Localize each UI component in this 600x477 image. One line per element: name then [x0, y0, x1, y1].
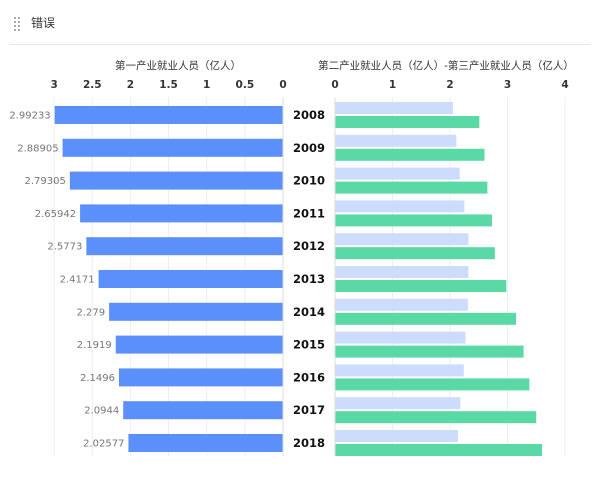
left-bar: [115, 335, 284, 354]
left-bar: [54, 106, 283, 124]
left-tick-label: 1.5: [159, 79, 178, 91]
year-label: 2018: [293, 436, 325, 450]
right-bar-series-2: [335, 247, 495, 260]
right-bar-series-1: [335, 331, 466, 344]
left-data-label: 2.65942: [35, 209, 76, 220]
right-bar-series-1: [335, 233, 469, 246]
left-data-label: 2.0944: [84, 406, 119, 417]
right-bar-series-1: [335, 200, 465, 213]
left-data-label: 2.4171: [60, 275, 95, 286]
year-label: 2011: [293, 206, 325, 220]
left-bar: [69, 171, 283, 190]
left-tick-label: 2.5: [83, 79, 102, 91]
right-bar-series-2: [335, 345, 524, 358]
drag-handle-icon[interactable]: [14, 17, 22, 31]
right-bar-series-2: [335, 181, 488, 194]
year-label: 2010: [293, 174, 325, 188]
right-bar-series-1: [335, 298, 468, 311]
left-data-label: 2.1496: [80, 373, 115, 384]
panel-header: 错误: [0, 0, 600, 44]
right-bar-series-1: [335, 397, 461, 410]
year-label: 2015: [293, 338, 325, 352]
left-data-label: 2.1919: [77, 340, 112, 351]
right-tick-label: 2: [446, 79, 453, 91]
right-bar-series-2: [335, 378, 530, 391]
year-label: 2016: [293, 370, 325, 384]
left-data-label: 2.02577: [83, 439, 124, 450]
right-bar-series-1: [335, 102, 453, 114]
right-axis-title: 第二产业就业人员（亿人）-第三产业就业人员（亿人）: [318, 59, 574, 72]
year-label: 2008: [293, 108, 325, 122]
left-bar: [98, 270, 283, 288]
left-data-label: 2.88905: [17, 143, 58, 154]
right-bar-series-1: [335, 167, 460, 180]
left-tick-label: 0: [279, 79, 286, 91]
right-tick-label: 3: [504, 79, 511, 91]
year-label: 2013: [293, 272, 325, 286]
left-axis-title: 第一产业就业人员（亿人）: [115, 59, 241, 72]
left-bar: [86, 237, 283, 256]
left-bar: [62, 138, 283, 157]
left-bar: [123, 401, 283, 420]
year-label: 2017: [293, 403, 325, 417]
left-data-label: 2.279: [76, 307, 105, 318]
left-tick-label: 3: [50, 79, 57, 91]
header-divider: [10, 44, 590, 45]
left-bar: [80, 204, 284, 223]
right-bar-series-2: [335, 116, 480, 128]
right-bar-series-1: [335, 134, 457, 147]
left-bar: [109, 302, 283, 321]
left-bar: [128, 434, 283, 452]
left-data-label: 2.99233: [9, 111, 50, 122]
right-tick-label: 4: [561, 79, 568, 91]
left-data-label: 2.79305: [25, 176, 66, 187]
right-bar-series-2: [335, 312, 517, 325]
right-bar-series-2: [335, 148, 485, 161]
left-bar: [118, 368, 283, 387]
right-bar-series-2: [335, 280, 507, 292]
left-tick-label: 0.5: [236, 79, 255, 91]
year-label: 2012: [293, 239, 325, 253]
right-tick-label: 0: [331, 79, 338, 91]
right-tick-label: 1: [389, 79, 396, 91]
right-bar-series-1: [335, 364, 464, 377]
right-bar-series-2: [335, 214, 492, 227]
left-data-label: 2.5773: [47, 242, 82, 253]
left-tick-label: 1: [203, 79, 210, 91]
year-label: 2014: [293, 305, 325, 319]
year-label: 2009: [293, 141, 325, 155]
right-bar-series-1: [335, 266, 469, 278]
panel-title: 错误: [31, 16, 56, 30]
right-bar-series-1: [335, 430, 459, 442]
left-tick-label: 2: [127, 79, 134, 91]
right-bar-series-2: [335, 411, 537, 424]
right-bar-series-2: [335, 444, 542, 456]
